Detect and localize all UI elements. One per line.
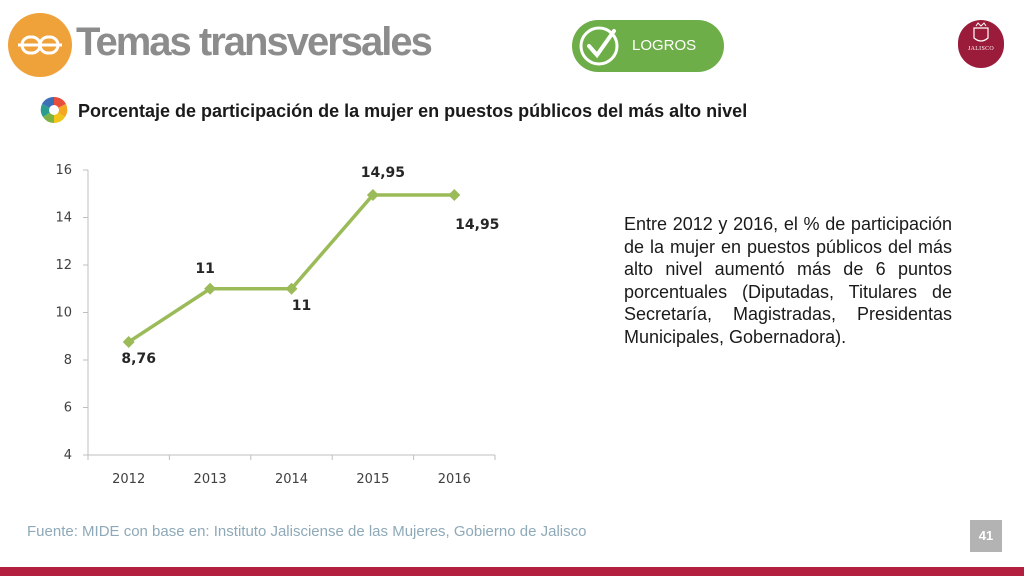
data-point: [366, 188, 379, 201]
x-tick-label: 2016: [438, 472, 471, 487]
y-tick-label: 16: [55, 163, 72, 178]
page-number: 41: [970, 520, 1002, 552]
data-label: 8,76: [121, 351, 156, 367]
y-tick-label: 6: [64, 401, 72, 416]
data-label: 14,95: [455, 217, 499, 233]
y-tick-label: 8: [64, 353, 72, 368]
data-point: [204, 282, 217, 295]
y-tick-label: 14: [55, 211, 72, 226]
chart-subtitle: Porcentaje de participación de la mujer …: [78, 101, 748, 121]
chain-link-icon: [18, 35, 62, 55]
logo-badge: [8, 13, 72, 77]
seal-label: JALISCO: [967, 46, 995, 52]
y-tick-label: 10: [55, 306, 72, 321]
logros-badge: LOGROS: [572, 20, 724, 72]
bottom-accent-bar: [0, 567, 1024, 576]
data-point: [285, 282, 298, 295]
description-text: Entre 2012 y 2016, el % de participación…: [624, 214, 952, 347]
x-tick-label: 2015: [356, 472, 389, 487]
page-title: Temas transversales: [76, 20, 433, 64]
data-point: [122, 335, 135, 348]
data-label: 11: [292, 298, 311, 314]
y-tick-label: 12: [55, 258, 72, 273]
source-note: Fuente: MIDE con base en: Instituto Jali…: [27, 523, 587, 540]
check-circle-icon: [579, 26, 619, 66]
data-point: [448, 188, 461, 201]
y-tick-label: 4: [64, 448, 72, 463]
x-tick-label: 2013: [194, 472, 227, 487]
series-line: [127, 193, 455, 344]
x-tick-label: 2012: [112, 472, 145, 487]
data-label: 14,95: [361, 165, 405, 181]
jalisco-seal-icon: JALISCO: [958, 20, 1004, 68]
data-label: 11: [195, 261, 214, 277]
x-tick-label: 2014: [275, 472, 308, 487]
color-wheel-icon: [40, 96, 68, 124]
crest-icon: [973, 22, 989, 42]
logros-label: LOGROS: [632, 37, 697, 54]
line-chart: 4 6 8 10 12 14 16 2012 2013 2014 2015 2016 8,76 11 11 1…: [55, 163, 499, 487]
